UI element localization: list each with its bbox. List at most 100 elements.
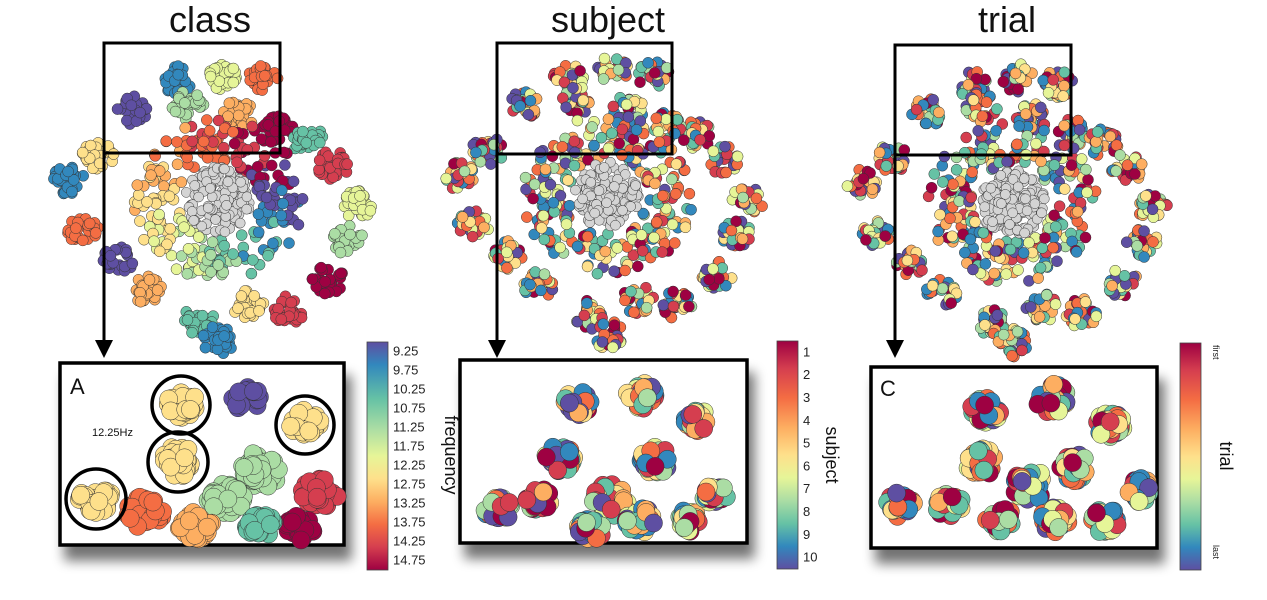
scatter-point: [262, 249, 274, 262]
center-point: [188, 215, 199, 226]
scatter-point: [104, 250, 117, 262]
inset-point: [517, 490, 537, 510]
scatter-point: [612, 64, 625, 76]
scatter-point: [666, 173, 678, 185]
scatter-point: [235, 229, 248, 241]
inset-subject: [458, 358, 749, 548]
colorbar-trial: first last trial: [1179, 342, 1236, 571]
scatter-point: [277, 197, 289, 210]
scatter-point: [77, 234, 89, 247]
scatter-point: [597, 73, 610, 85]
scatter-point: [1047, 74, 1059, 86]
scatter-point: [186, 135, 198, 148]
scatter-point: [275, 313, 288, 326]
scatter-point: [254, 60, 267, 72]
scatter-point: [1058, 139, 1071, 152]
scatter-point: [966, 166, 978, 178]
center-point: [234, 217, 246, 229]
scatter-point: [232, 302, 244, 314]
scatter-point: [212, 114, 225, 127]
scatter-point: [1034, 261, 1047, 274]
inset-point: [644, 513, 663, 533]
scatter-point: [1138, 251, 1150, 263]
inset-point: [942, 487, 962, 507]
scatter-point: [287, 175, 300, 188]
scatter-point: [650, 112, 663, 125]
inset-letter-c: C: [880, 376, 896, 401]
scatter-point: [607, 100, 620, 113]
colorbar-frequency-ticks: 9.25 9.75 10.25 10.75 11.25 11.75 12.25 12.75 13…: [393, 344, 426, 568]
colorbar-subject-tick-3: 4: [803, 413, 810, 428]
center-point: [610, 219, 621, 231]
center-point: [1019, 227, 1030, 239]
scatter-point: [329, 228, 341, 240]
scatter-point: [1000, 268, 1012, 280]
scatter-point: [218, 330, 230, 342]
scatter-point: [279, 159, 291, 171]
scatter-point: [1037, 74, 1049, 87]
scatter-point: [283, 237, 295, 249]
colorbar-subject-label: subject: [822, 426, 842, 483]
scatter-point: [1070, 246, 1083, 258]
scatter-point: [866, 183, 879, 195]
inset-point: [1012, 472, 1032, 491]
scatter-point: [485, 158, 497, 170]
inset-point: [974, 460, 994, 480]
scatter-point: [276, 184, 288, 197]
scatter-point: [315, 261, 327, 274]
scatter-point: [1135, 158, 1148, 170]
scatter-point: [619, 264, 631, 277]
scatter-point: [1040, 289, 1053, 301]
scatter-point: [581, 230, 594, 243]
scatter-point: [860, 234, 872, 246]
scatter-point: [300, 137, 313, 149]
inset-point: [282, 512, 302, 532]
scatter-point: [879, 230, 891, 242]
scatter-point: [901, 254, 914, 267]
inset-point: [601, 500, 621, 519]
scatter-point: [181, 268, 194, 280]
scatter-point: [1140, 190, 1152, 202]
scatter-point: [1110, 165, 1122, 177]
scatter-point: [232, 109, 245, 122]
scatter-point: [756, 200, 768, 212]
scatter-point: [547, 196, 560, 209]
scatter-point: [560, 218, 573, 230]
scatter-point: [521, 211, 533, 223]
scatter-subject: [440, 52, 768, 354]
inset-point: [618, 511, 637, 531]
center-point: [577, 193, 588, 205]
scatter-point: [620, 98, 633, 111]
scatter-point: [201, 114, 213, 126]
scatter-point: [597, 318, 610, 330]
colorbar-subject-ticks: 1 2 3 4 5 6 7 8 9 10: [803, 344, 817, 564]
scatter-point: [458, 165, 471, 178]
scatter-point: [581, 260, 594, 273]
scatter-point: [1138, 225, 1150, 237]
colorbar-trial-bar: [1179, 342, 1202, 571]
scatter-point: [586, 121, 598, 133]
center-point: [1021, 205, 1033, 217]
scatter-point: [247, 254, 259, 266]
scatter-point: [679, 221, 692, 234]
scatter-point: [649, 177, 661, 190]
scatter-point: [650, 216, 663, 228]
scatter-point: [501, 262, 513, 274]
scatter-point: [364, 204, 377, 217]
scatter-point: [1071, 205, 1084, 218]
inset-point: [560, 393, 579, 413]
colorbar-subject-tick-0: 1: [803, 344, 810, 359]
scatter-point: [725, 224, 738, 237]
scatter-point: [227, 62, 240, 75]
scatter-point: [1017, 247, 1030, 259]
scatter-point: [534, 146, 546, 159]
scatter-point: [186, 326, 198, 339]
center-point: [193, 191, 204, 203]
scatter-point: [1023, 236, 1035, 249]
scatter-point: [567, 82, 579, 94]
scatter-point: [319, 287, 331, 300]
center-point: [979, 201, 990, 213]
scatter-point: [988, 267, 1000, 280]
scatter-point: [574, 65, 586, 77]
scatter-point: [1121, 159, 1134, 171]
